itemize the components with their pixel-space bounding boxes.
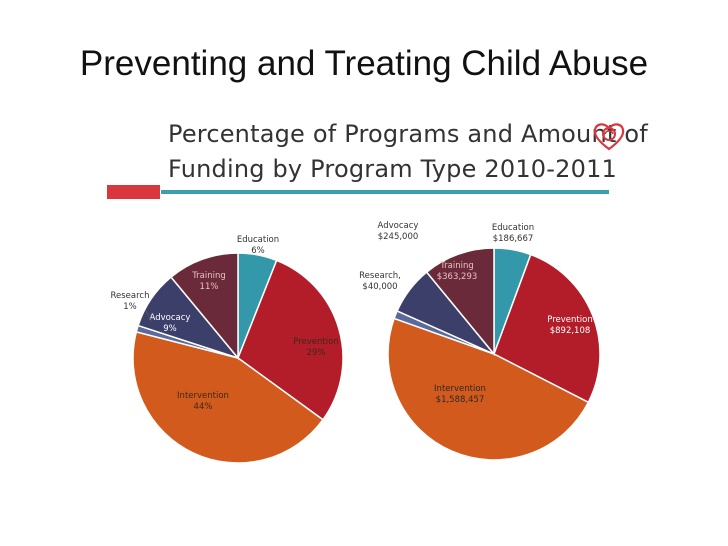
pie-chart-funding	[387, 247, 601, 461]
chart-title-line-1: Percentage of Programs and Amount of	[168, 120, 648, 148]
pie1-slice-intervention	[132, 330, 324, 464]
pie1-slice-training	[170, 252, 239, 361]
pie-labels: Education 6% Prevention 29% Intervention 44% R…	[111, 221, 593, 412]
pie2-label-intervention: Intervention $1,588,457	[434, 384, 486, 405]
pie1-label-research: Research 1%	[111, 291, 150, 312]
pie2-slice-prevention	[493, 253, 601, 404]
slide-title: Preventing and Treating Child Abuse	[79, 44, 649, 83]
pie1-research-leader-line	[145, 310, 153, 323]
accent-rule-teal	[161, 190, 609, 194]
pie1-label-training: Training 11%	[191, 271, 226, 292]
pie1-label-education: Education 6%	[237, 235, 279, 256]
pie-chart-percentage	[132, 252, 344, 464]
pie1-label-prevention: Prevention 29%	[293, 337, 338, 358]
pie2-label-training: Training $363,293	[437, 261, 478, 282]
pie1-label-intervention: Intervention 44%	[177, 391, 229, 412]
pie2-slice-intervention	[387, 317, 590, 461]
pie1-label-advocacy: Advocacy 9%	[150, 313, 191, 334]
pie2-slice-training	[425, 247, 495, 357]
heart-logo-icon	[593, 123, 625, 151]
pie2-label-research: Research, $40,000	[359, 271, 401, 292]
chart-title: Percentage of Programs and Amount of Fun…	[168, 117, 648, 187]
pie2-label-advocacy: Advocacy $245,000	[378, 221, 419, 242]
pie2-label-prevention: Prevention $892,108	[547, 315, 592, 336]
pie2-label-education: Education $186,667	[492, 223, 534, 244]
accent-bar-red	[107, 185, 160, 199]
pie1-slice-prevention	[237, 259, 344, 421]
chart-title-line-2: Funding by Program Type 2010-2011	[168, 155, 618, 183]
